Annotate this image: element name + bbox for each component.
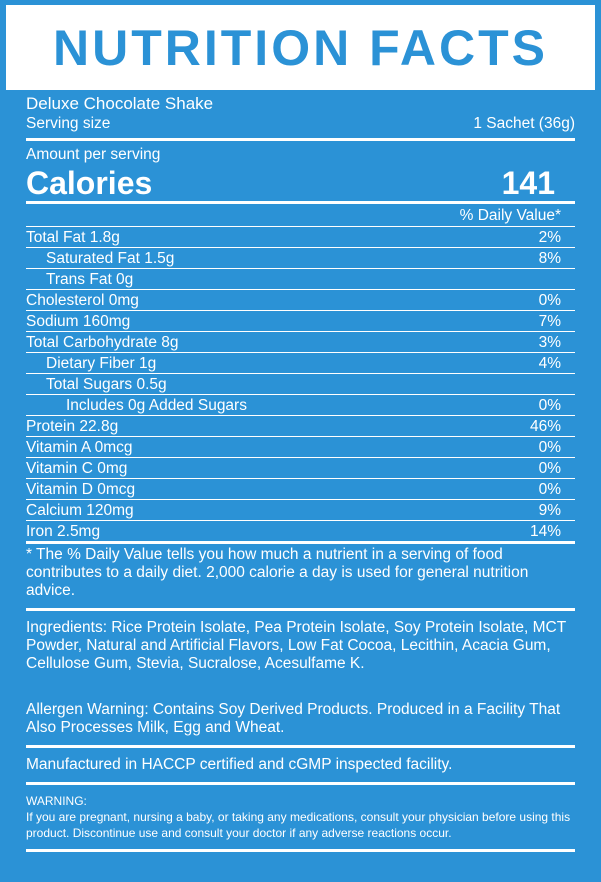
nutrient-row: Total Fat 1.8g 2%: [26, 227, 575, 248]
nutrient-dv: 0%: [538, 397, 561, 414]
nutrient-label: Saturated Fat 1.5g: [46, 250, 175, 267]
product: Deluxe Chocolate Shake: [26, 94, 575, 114]
nutrient-label: Vitamin A 0mcg: [26, 439, 133, 456]
serving: Serving size 1 Sachet (36g): [26, 114, 575, 141]
nutrient-row: Vitamin D 0mcg 0%: [26, 479, 575, 500]
nutrient-label: Includes 0g Added Sugars: [66, 397, 247, 414]
nutrient-label: Protein 22.8g: [26, 418, 119, 435]
nutrient-row: Protein 22.8g 46%: [26, 416, 575, 437]
nutrient-dv: 0%: [538, 460, 561, 477]
nutrient-dv: 7%: [538, 313, 561, 330]
nutrient-row: Calcium 120mg 9%: [26, 500, 575, 521]
nutrient-row: Vitamin C 0mg 0%: [26, 458, 575, 479]
nutrient-label: Vitamin D 0mcg: [26, 481, 136, 498]
serving-label: Serving size: [26, 115, 111, 132]
nutrient-label: Vitamin C 0mg: [26, 460, 128, 477]
nutrient-label: Trans Fat 0g: [46, 271, 134, 288]
allergen: Allergen Warning: Contains Soy Derived P…: [26, 697, 575, 748]
nutrient-row: Cholesterol 0mg 0%: [26, 290, 575, 311]
nutrient-row: Total Sugars 0.5g: [26, 374, 575, 395]
nutrient-label: Iron 2.5mg: [26, 523, 101, 540]
nutrient-row: Total Carbohydrate 8g 3%: [26, 332, 575, 353]
calories-value: 141: [501, 165, 555, 201]
nutrient-dv: 0%: [538, 481, 561, 498]
nutrient-dv: 14%: [529, 523, 561, 540]
dv-header-text: % Daily Value*: [459, 207, 561, 224]
ingredients: Ingredients: Rice Protein Isolate, Pea P…: [26, 619, 566, 672]
nutrient-row: Iron 2.5mg 14%: [26, 521, 575, 544]
nutrient-row: Trans Fat 0g: [26, 269, 575, 290]
nutrient-dv: 3%: [538, 334, 561, 351]
nutrient-label: Cholesterol 0mg: [26, 292, 139, 309]
nutrient-label: Total Carbohydrate 8g: [26, 334, 179, 351]
warning-title: WARNING:: [26, 794, 87, 808]
footnote: * The % Daily Value tells you how much a…: [26, 544, 575, 611]
nutrient-row: Includes 0g Added Sugars 0%: [26, 395, 575, 416]
dv-header: % Daily Value*: [26, 204, 575, 227]
warning-text: If you are pregnant, nursing a baby, or …: [26, 809, 575, 852]
title-box: NUTRITION FACTS: [6, 5, 595, 90]
amount-label: Amount per serving: [26, 146, 161, 163]
nutrient-dv: 8%: [538, 250, 561, 267]
nutrient-label: Dietary Fiber 1g: [46, 355, 157, 372]
calories-row: Calories 141: [26, 165, 575, 204]
nutrient-label: Total Fat 1.8g: [26, 229, 120, 246]
manufactured: Manufactured in HACCP certified and cGMP…: [26, 748, 575, 785]
nutrient-label: Sodium 160mg: [26, 313, 131, 330]
nutrient-dv: 46%: [529, 418, 561, 435]
nutrient-label: Total Sugars 0.5g: [46, 376, 167, 393]
nutrient-dv: 9%: [538, 502, 561, 519]
amount: Amount per serving: [26, 145, 575, 165]
nutrient-dv: 4%: [538, 355, 561, 372]
nutrient-row: Saturated Fat 1.5g 8%: [26, 248, 575, 269]
nutrient-label: Calcium 120mg: [26, 502, 134, 519]
serving-size: 1 Sachet (36g): [473, 115, 575, 132]
nutrient-dv: 0%: [538, 292, 561, 309]
calories-label: Calories: [26, 165, 153, 201]
product-name: Deluxe Chocolate Shake: [26, 94, 214, 113]
title: NUTRITION FACTS: [53, 19, 548, 76]
nutrient-dv: 0%: [538, 439, 561, 456]
panel: Deluxe Chocolate Shake Serving size 1 Sa…: [26, 94, 575, 852]
nutrient-dv: 2%: [538, 229, 561, 246]
nutrient-row: Vitamin A 0mcg 0%: [26, 437, 575, 458]
nutrient-row: Dietary Fiber 1g 4%: [26, 353, 575, 374]
nutrient-rows: Total Fat 1.8g 2% Saturated Fat 1.5g 8% Tran…: [26, 227, 575, 544]
nutrient-row: Sodium 160mg 7%: [26, 311, 575, 332]
